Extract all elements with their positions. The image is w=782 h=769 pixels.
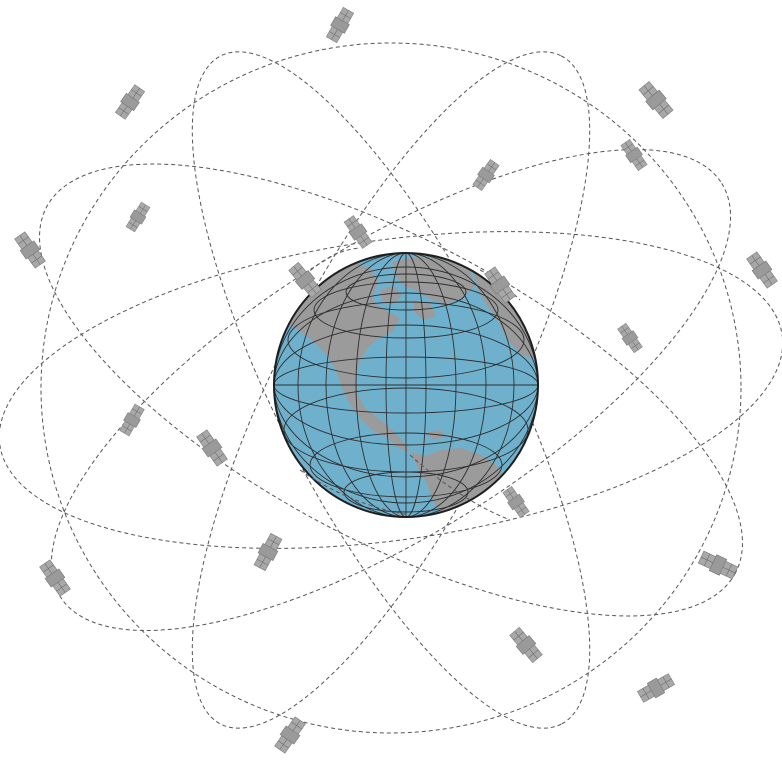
orbit-path-3 bbox=[50, 149, 732, 631]
satellite-icon bbox=[124, 200, 152, 234]
satellite-icon bbox=[636, 79, 676, 121]
latitude-longitude-grid bbox=[274, 253, 538, 517]
orbit-path-6 bbox=[40, 42, 742, 734]
satellite-icon bbox=[471, 158, 501, 192]
satellite-icon bbox=[501, 485, 531, 519]
satellite-icon bbox=[697, 548, 739, 582]
orbit-path-4 bbox=[191, 51, 591, 729]
satellite-icon bbox=[615, 322, 645, 354]
satellite-icon bbox=[324, 5, 356, 45]
orbit-path-2 bbox=[39, 163, 743, 617]
orbit-path-1 bbox=[0, 231, 782, 549]
satellite-icon bbox=[117, 402, 147, 438]
satellite-icon bbox=[636, 671, 676, 705]
satellite-icon bbox=[744, 250, 780, 290]
satellite-icon bbox=[37, 558, 73, 598]
satellite-icon bbox=[619, 138, 649, 172]
satellite-icon bbox=[272, 715, 308, 755]
satellite-icon bbox=[194, 428, 230, 468]
satellite-icon bbox=[251, 531, 285, 573]
satellite-icon bbox=[12, 230, 48, 270]
satellite-icon bbox=[113, 83, 147, 121]
satellite-icon bbox=[507, 625, 545, 665]
